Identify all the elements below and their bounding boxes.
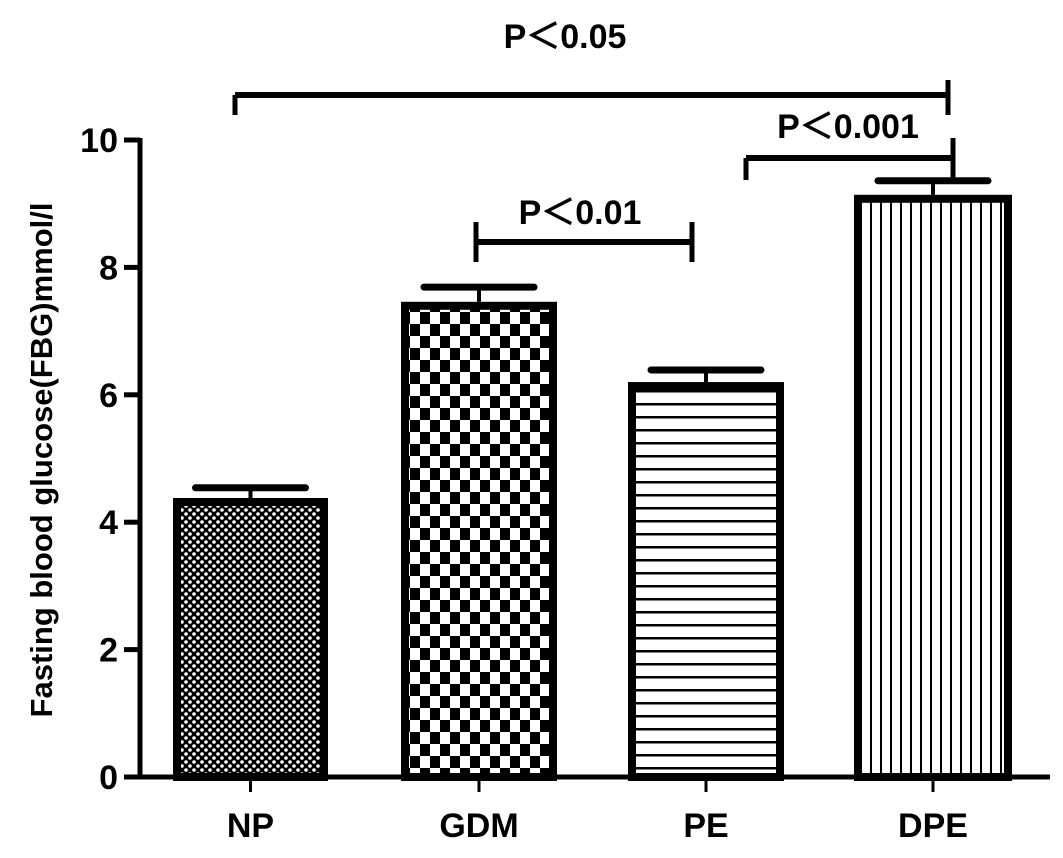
p-value-label: P＜0.001: [777, 108, 919, 146]
y-tick-label: 2: [99, 632, 118, 670]
y-tick-label: 8: [99, 249, 118, 287]
p-value-label: P＜0.01: [519, 194, 642, 232]
x-axis: NP GDM PE DPE: [137, 774, 1050, 845]
significance-annotations: P＜0.05 P＜0.01 P＜0.001: [232, 18, 956, 262]
y-tick-label: 6: [99, 377, 118, 415]
bar-np: [173, 497, 328, 781]
bar-pe: [628, 382, 784, 781]
bar-dpe: [854, 194, 1012, 782]
x-tick-label: GDM: [439, 807, 518, 845]
y-tick-label: 4: [99, 504, 118, 542]
y-tick-label: 10: [80, 122, 118, 160]
x-tick-label: NP: [227, 807, 274, 845]
y-tick-label: 0: [99, 759, 118, 797]
x-tick-label: PE: [683, 807, 728, 845]
y-axis-label: Fasting blood glucose(FBG)mmol/l: [24, 203, 59, 718]
y-axis: 0 2 4 6 8 10: [80, 122, 143, 797]
bars: [173, 177, 1012, 782]
p-value-label: P＜0.05: [504, 18, 627, 56]
bar-gdm: [401, 301, 557, 781]
x-tick-label: DPE: [898, 807, 968, 845]
